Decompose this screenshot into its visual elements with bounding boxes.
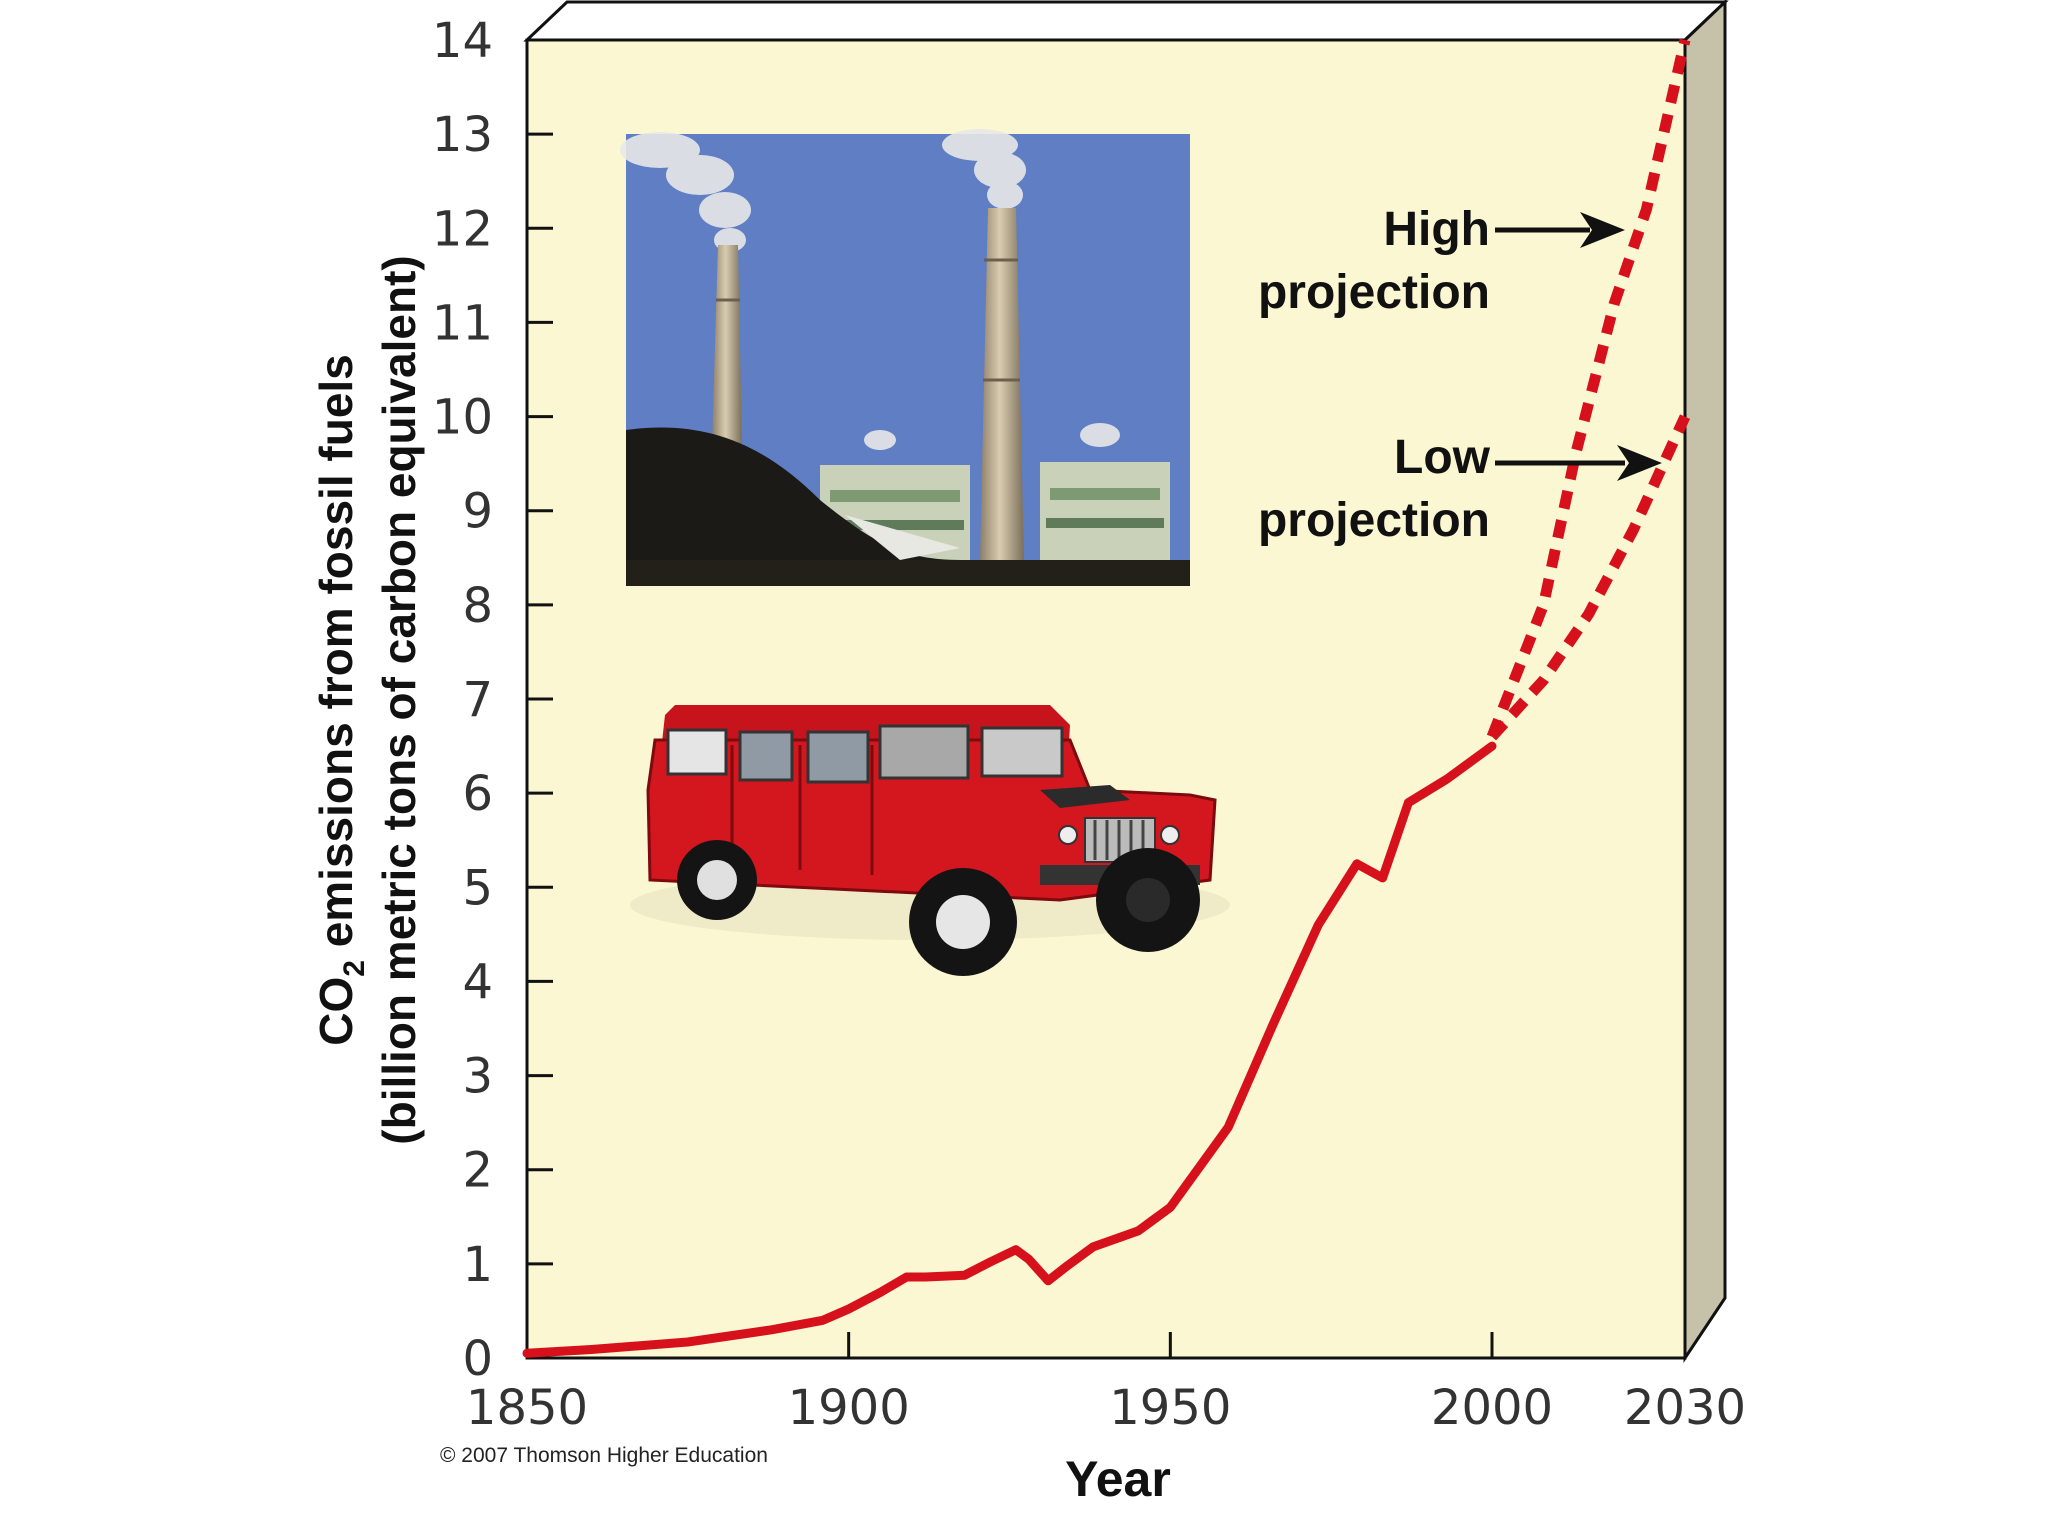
y-tick-label: 8 [462, 578, 493, 634]
y-tick-label: 11 [432, 295, 493, 351]
y-axis-title-line1: CO2 emissions from fossil fuels [310, 354, 371, 1046]
low-projection-arrowhead [1617, 445, 1662, 481]
y-tick-label: 2 [462, 1143, 493, 1199]
y-tick-label: 3 [462, 1049, 493, 1105]
data-series [522, 38, 1691, 1358]
y-axis-title-line2: (billion metric tons of carbon equivalen… [373, 255, 425, 1144]
x-tick-label: 1950 [1109, 1380, 1231, 1436]
high-projection-arrowhead [1580, 212, 1625, 248]
high-projection-label-line1: High [1383, 203, 1490, 256]
y-tick-label: 5 [462, 860, 493, 916]
panel-side-face [1683, 0, 1727, 1363]
red-suv-photo [630, 705, 1230, 976]
chimney-left [712, 245, 742, 445]
copyright-notice: © 2007 Thomson Higher Education [440, 1444, 768, 1467]
x-tick-label: 1850 [466, 1380, 588, 1436]
x-axis-ticks: 1850 1900 1950 2000 2030 [466, 1332, 1746, 1436]
coal-pile [626, 427, 1190, 586]
power-plant-photo [620, 129, 1190, 586]
low-projection-annotation: Low projection [1258, 431, 1662, 547]
low-projection-line [1487, 414, 1691, 741]
y-tick-label: 7 [462, 672, 493, 728]
high-projection-label-line2: projection [1258, 266, 1490, 319]
x-tick-label: 2030 [1624, 1380, 1746, 1436]
y-tick-label: 6 [462, 766, 493, 822]
y-tick-label: 10 [432, 390, 493, 446]
wheels [677, 840, 1200, 976]
chimney-right [980, 208, 1024, 560]
y-tick-label: 0 [462, 1331, 493, 1387]
x-tick-label: 2000 [1431, 1380, 1553, 1436]
low-projection-label-line2: projection [1258, 494, 1490, 547]
y-tick-label: 13 [432, 107, 493, 163]
y-tick-label: 9 [462, 484, 493, 540]
high-projection-annotation: High projection [1258, 203, 1625, 319]
high-projection-line [1486, 38, 1691, 739]
y-tick-label: 4 [462, 954, 493, 1010]
historical-emissions-line [522, 741, 1497, 1358]
y-tick-label: 12 [432, 201, 493, 257]
x-axis-title: Year [1065, 1451, 1171, 1507]
panel-top-face [523, 0, 1729, 42]
y-tick-label: 1 [462, 1237, 493, 1293]
x-tick-label: 1900 [788, 1380, 910, 1436]
low-projection-label-line1: Low [1394, 431, 1491, 484]
y-tick-label: 14 [432, 13, 493, 69]
